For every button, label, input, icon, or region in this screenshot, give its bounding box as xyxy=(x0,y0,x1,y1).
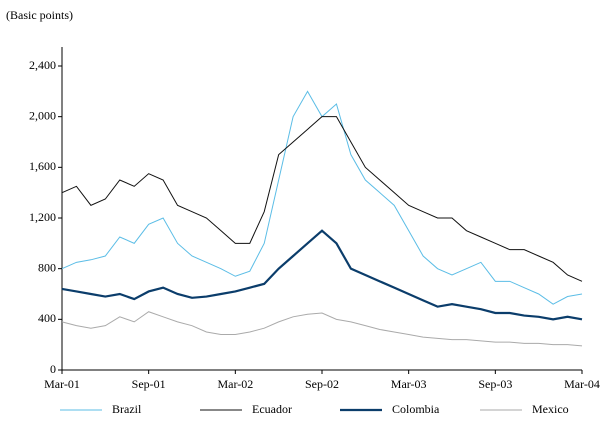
series-line xyxy=(61,311,583,347)
legend-label: Mexico xyxy=(532,402,569,416)
y-tick-label: 2,400 xyxy=(29,58,56,72)
y-tick-label: 400 xyxy=(38,311,56,325)
chart-subtitle: (Basic points) xyxy=(6,8,73,22)
x-tick-label: Sep-01 xyxy=(132,377,166,391)
x-tick-label: Mar-01 xyxy=(44,377,80,391)
legend-label: Ecuador xyxy=(252,402,292,416)
y-tick-label: 1,600 xyxy=(29,159,56,173)
y-tick-label: 0 xyxy=(50,362,56,376)
x-tick-label: Sep-02 xyxy=(305,377,339,391)
x-tick-label: Sep-03 xyxy=(478,377,512,391)
legend-label: Brazil xyxy=(112,402,142,416)
series-line xyxy=(61,90,583,305)
series-line xyxy=(61,116,583,282)
x-tick-label: Mar-03 xyxy=(391,377,427,391)
x-tick-label: Mar-04 xyxy=(564,377,600,391)
y-tick-label: 1,200 xyxy=(29,210,56,224)
series-line xyxy=(61,229,583,321)
y-tick-label: 800 xyxy=(38,260,56,274)
legend-label: Colombia xyxy=(392,402,440,416)
y-tick-label: 2,000 xyxy=(29,108,56,122)
x-tick-label: Mar-02 xyxy=(217,377,253,391)
